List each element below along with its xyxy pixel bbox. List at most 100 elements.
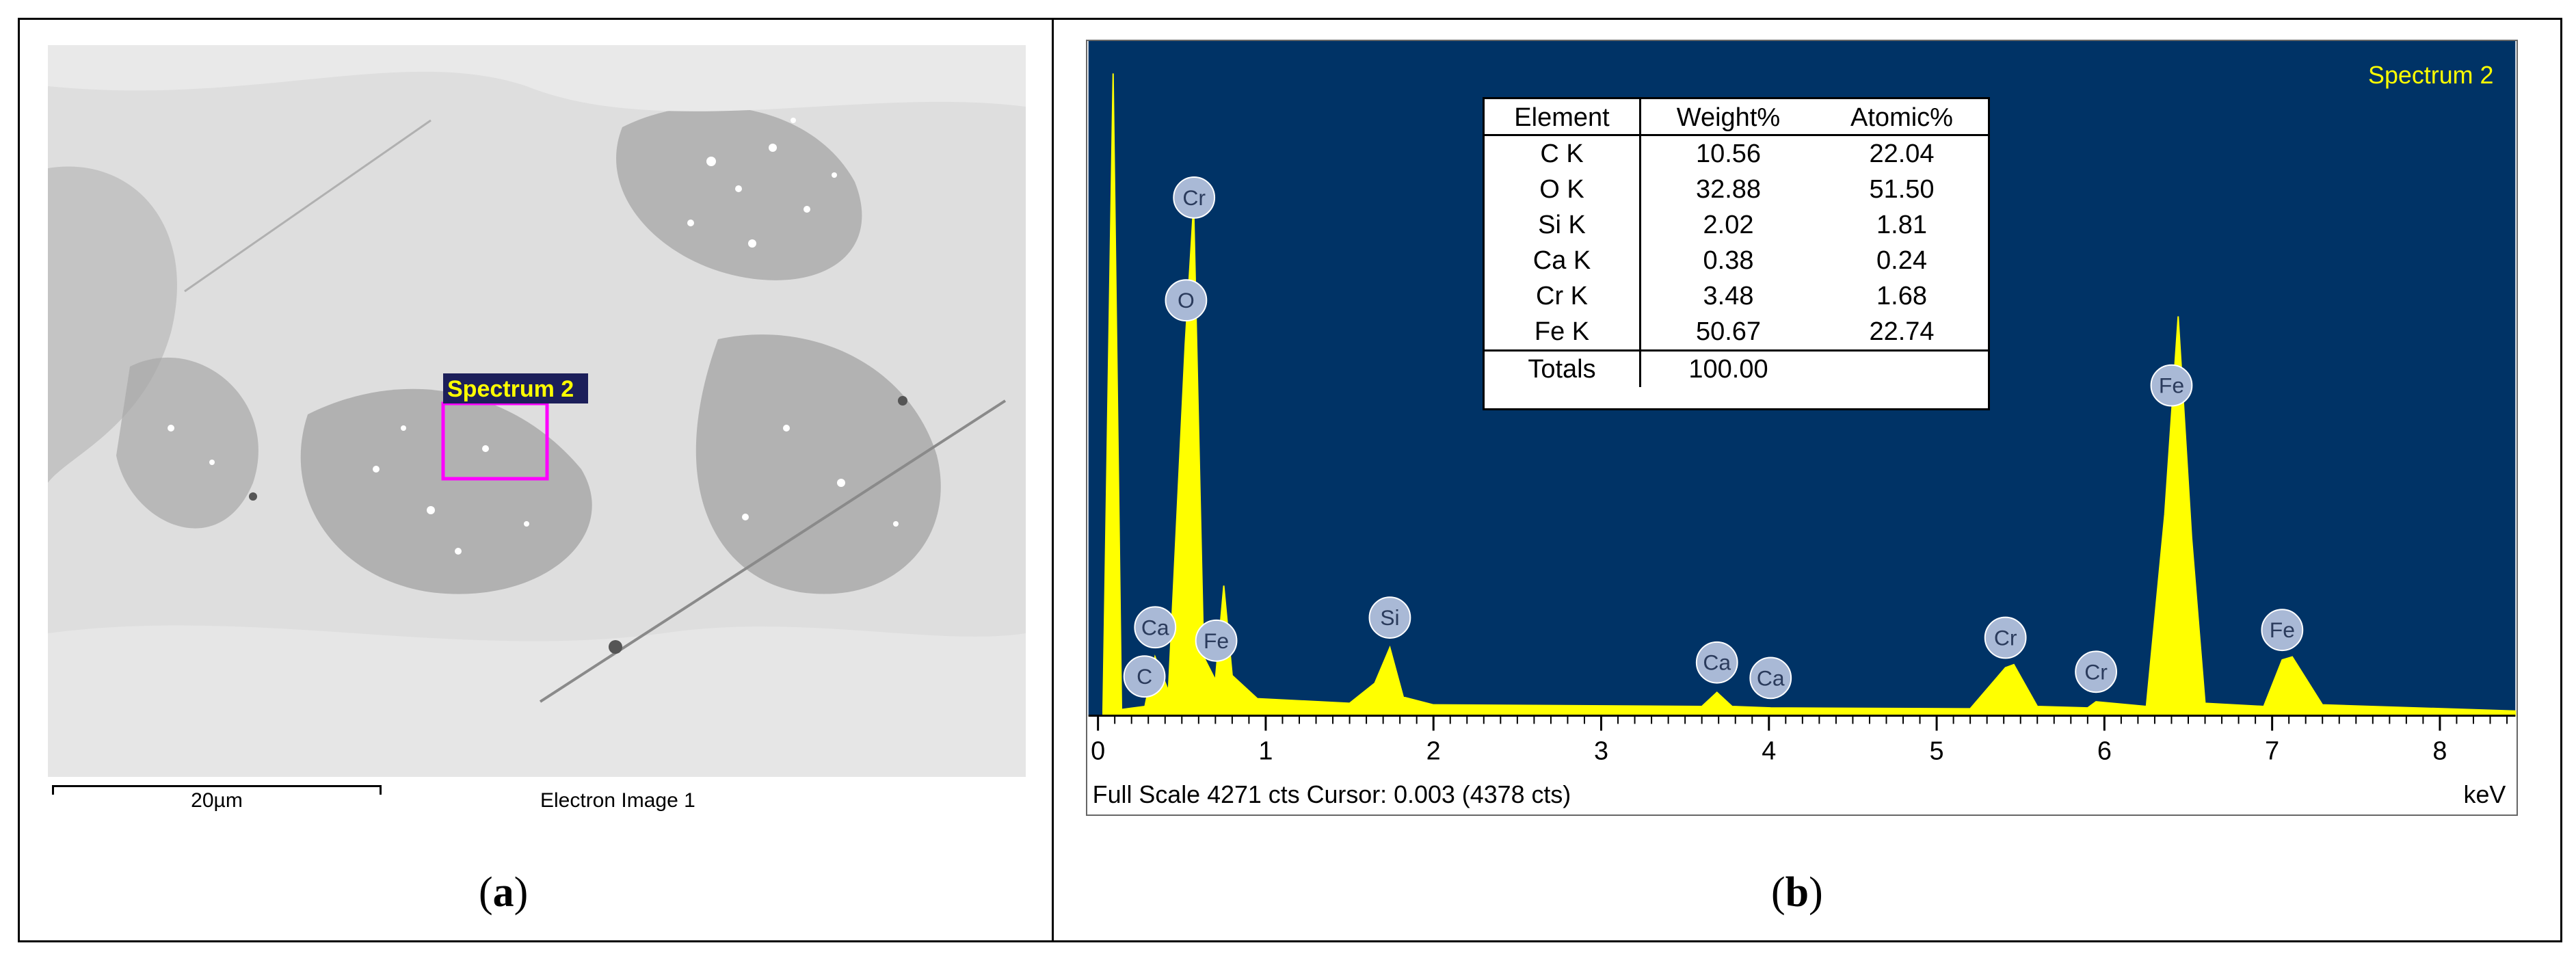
cell-atomic: 0.24	[1876, 246, 1927, 275]
sem-dark-region	[695, 334, 941, 594]
peak-label-fe: Fe	[2261, 609, 2304, 652]
peak-label-text: Si	[1380, 605, 1399, 630]
sem-light-region	[48, 45, 1026, 111]
cell-totals-label: Totals	[1485, 349, 1641, 387]
peak-label-text: Fe	[2159, 373, 2184, 398]
peak-labels: C Ca O Cr Fe Si Ca Ca Cr Cr Fe Fe	[1123, 176, 2304, 700]
x-axis-unit: keV	[2464, 781, 2506, 808]
panel-label-close: )	[514, 869, 529, 916]
cell-element: Fe K	[1485, 314, 1641, 351]
spectrum-region-label-bg	[443, 373, 588, 403]
x-tick-label: 3	[1594, 737, 1608, 765]
sem-particles	[168, 118, 899, 555]
peak-label-ca: Ca	[1134, 606, 1177, 649]
table-totals-row: Totals 100.00	[1485, 349, 1988, 387]
table-row: Si K 2.02 1.81	[1485, 207, 1988, 243]
sem-light-region	[48, 625, 1026, 777]
peak-label-fe: Fe	[2150, 364, 2193, 407]
peak-label-ca: Ca	[1695, 641, 1738, 684]
peak-label-ca: Ca	[1749, 657, 1792, 700]
peak-label-marker	[2075, 650, 2117, 693]
peak-label-text: O	[1178, 288, 1195, 313]
sem-electron-image: Spectrum 2	[48, 45, 1026, 777]
peak-label-text: Ca	[1757, 665, 1785, 690]
spectrum-title: Spectrum 2	[2368, 62, 2493, 89]
composition-table: Element Weight% Atomic% C K 10.56 22.04 O …	[1483, 97, 1990, 410]
header-atomic: Atomic%	[1815, 99, 1988, 136]
figure-frame	[18, 18, 2562, 942]
cell-atomic: 1.68	[1876, 282, 1927, 310]
panel-label-open: (	[1771, 869, 1785, 916]
peak-label-marker	[1368, 596, 1411, 639]
sem-pits	[249, 396, 907, 654]
x-axis-tick-labels: 0 1 2 3 4 5 6 7 8	[1091, 737, 2447, 765]
x-tick-label: 2	[1426, 737, 1441, 765]
x-tick-label: 6	[2097, 737, 2112, 765]
x-tick-label: 8	[2432, 737, 2447, 765]
peak-label-marker	[1165, 279, 1208, 322]
peak-label-text: Ca	[1703, 650, 1731, 675]
panel-label-open: (	[479, 869, 493, 916]
peak-label-text: Fe	[1204, 628, 1229, 653]
peak-label-marker	[1195, 619, 1238, 662]
cell-totals-weight: 100.00	[1640, 349, 1816, 387]
peak-label-marker	[2150, 364, 2193, 407]
scale-bar-label: 20µm	[191, 789, 243, 812]
peak-label-text: Cr	[1182, 185, 1206, 210]
peak-label-fe: Fe	[1195, 619, 1238, 662]
cell-atomic: 1.81	[1876, 211, 1927, 239]
cell-weight: 2.02	[1703, 211, 1754, 239]
cell-element: C K	[1485, 135, 1641, 172]
sem-dark-region	[616, 106, 862, 280]
cell-weight: 32.88	[1695, 175, 1762, 204]
x-tick-label: 0	[1091, 737, 1105, 765]
peak-label-text: Cr	[1994, 625, 2017, 650]
peak-label-cr: Cr	[1984, 616, 2027, 659]
cell-atomic: 22.74	[1869, 317, 1935, 346]
table-header-row: Element Weight% Atomic%	[1485, 99, 1988, 136]
panel-label-letter: a	[492, 869, 514, 916]
peak-label-marker	[1984, 616, 2027, 659]
cell-atomic: 22.04	[1869, 140, 1935, 168]
image-caption: Electron Image 1	[540, 789, 695, 812]
spectrum-region-label: Spectrum 2	[447, 376, 574, 402]
cell-weight: 3.48	[1703, 282, 1754, 310]
spectrum-trace	[1102, 73, 2517, 717]
cell-weight: 10.56	[1695, 140, 1762, 168]
peak-label-text: Cr	[2084, 659, 2108, 684]
table-row: O K 32.88 51.50	[1485, 172, 1988, 207]
peak-label-marker	[1695, 641, 1738, 684]
x-tick-label: 4	[1762, 737, 1776, 765]
peak-label-si: Si	[1368, 596, 1411, 639]
sem-scratch-line	[184, 119, 431, 293]
peak-label-text: Fe	[2270, 618, 2295, 642]
x-tick-label: 5	[1930, 737, 1944, 765]
peak-label-marker	[1749, 657, 1792, 700]
peak-label-c: C	[1123, 655, 1166, 698]
x-tick-label: 7	[2265, 737, 2279, 765]
scale-bar	[52, 785, 382, 795]
x-axis-ticks	[1097, 715, 2508, 731]
peak-label-marker	[1134, 606, 1177, 649]
panel-label-letter: b	[1785, 869, 1809, 916]
cell-element: Si K	[1485, 207, 1641, 243]
peak-label-text: Ca	[1141, 615, 1169, 639]
table-row: Fe K 50.67 22.74	[1485, 314, 1988, 351]
composition-table-grid: Element Weight% Atomic% C K 10.56 22.04 O …	[1485, 99, 1988, 387]
peak-label-cr: Cr	[1173, 176, 1216, 219]
x-tick-label: 1	[1258, 737, 1273, 765]
cell-totals-atomic	[1815, 349, 1988, 387]
sem-dark-region	[300, 388, 592, 594]
panel-label-close: )	[1809, 869, 1823, 916]
cell-element: O K	[1485, 172, 1641, 207]
peak-label-marker	[1173, 176, 1216, 219]
table-row: C K 10.56 22.04	[1485, 135, 1988, 172]
full-scale-cursor-readout: Full Scale 4271 cts Cursor: 0.003 (4378 …	[1093, 781, 1571, 808]
peak-label-cr: Cr	[2075, 650, 2117, 693]
peak-label-o: O	[1165, 279, 1208, 322]
cell-element: Ca K	[1485, 243, 1641, 278]
cell-atomic: 51.50	[1869, 175, 1935, 204]
peak-label-marker	[1123, 655, 1166, 698]
peak-label-marker	[2261, 609, 2304, 652]
cell-weight: 50.67	[1695, 317, 1762, 346]
